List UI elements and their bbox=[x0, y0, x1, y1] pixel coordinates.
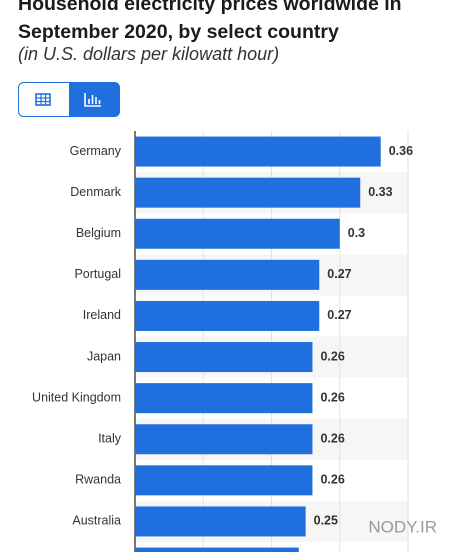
chart-subtitle: (in U.S. dollars per kilowatt hour) bbox=[18, 44, 280, 64]
y-tick-label: Ireland bbox=[83, 308, 121, 322]
value-label: 0.26 bbox=[320, 473, 344, 487]
value-label: 0.26 bbox=[320, 390, 344, 404]
bar bbox=[135, 136, 381, 167]
y-tick-label: Denmark bbox=[70, 185, 121, 199]
chart-view-button[interactable] bbox=[69, 82, 120, 117]
bar bbox=[135, 300, 320, 331]
value-label: 0.26 bbox=[320, 349, 344, 363]
y-tick-label: Rwanda bbox=[75, 473, 121, 487]
bar bbox=[135, 218, 340, 249]
y-tick-label: Australia bbox=[72, 514, 121, 528]
chart-icon bbox=[84, 93, 101, 107]
value-label: 0.26 bbox=[320, 432, 344, 446]
bar bbox=[135, 177, 361, 208]
y-tick-label: Portugal bbox=[74, 267, 121, 281]
y-tick-label: Japan bbox=[87, 349, 121, 363]
value-label: 0.33 bbox=[368, 185, 392, 199]
watermark: NODY.IR bbox=[368, 517, 437, 536]
bar bbox=[135, 506, 306, 537]
chart-title: Household electricity prices worldwide i… bbox=[18, 0, 402, 43]
bar bbox=[135, 342, 313, 373]
bar bbox=[135, 424, 313, 455]
y-tick-label: Germany bbox=[70, 144, 122, 158]
y-tick-label: United Kingdom bbox=[32, 390, 121, 404]
y-tick-label: Italy bbox=[98, 432, 122, 446]
bar bbox=[135, 383, 313, 414]
value-label: 0.25 bbox=[314, 514, 338, 528]
value-label: 0.36 bbox=[389, 144, 413, 158]
value-label: 0.3 bbox=[348, 226, 365, 240]
table-view-button[interactable] bbox=[35, 93, 51, 106]
bar bbox=[135, 465, 313, 496]
view-toggle bbox=[18, 82, 120, 117]
y-tick-label: Belgium bbox=[76, 226, 121, 240]
bar bbox=[135, 547, 299, 552]
bar bbox=[135, 259, 320, 290]
value-label: 0.27 bbox=[327, 267, 351, 281]
value-label: 0.27 bbox=[327, 308, 351, 322]
